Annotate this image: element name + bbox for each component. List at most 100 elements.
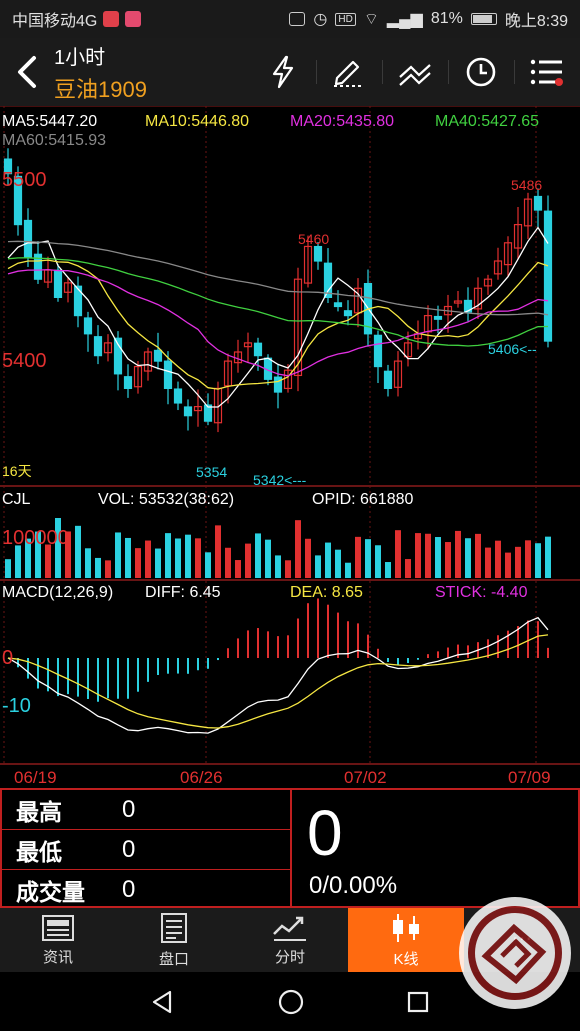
- current-price: 0: [307, 797, 343, 869]
- low-label: 最低: [16, 839, 62, 865]
- macd-title: MACD(12,26,9): [2, 584, 113, 601]
- back-arrow-icon: [18, 56, 36, 88]
- candle-body: [93, 336, 103, 357]
- tab-orderbook[interactable]: 盘口: [116, 908, 232, 972]
- volume-bar: [235, 560, 241, 578]
- candle-body: [533, 195, 543, 211]
- date-label-1: 06/19: [14, 768, 57, 787]
- candle-body: [383, 370, 393, 389]
- volume-bar: [35, 531, 41, 578]
- volume-bars: [5, 518, 551, 578]
- candle-body: [523, 198, 533, 227]
- status-bar: 中国移动4G ◷ HD ⌔ ▂▄▆ 81% 晚上8:39: [0, 0, 580, 38]
- volume-bar: [85, 548, 91, 578]
- high-label: 5486: [511, 177, 542, 193]
- candle-body: [493, 260, 503, 275]
- lightning-button[interactable]: [250, 38, 316, 106]
- volume-bar: [455, 530, 461, 578]
- trendline-button[interactable]: [382, 38, 448, 106]
- candle-body: [83, 317, 93, 335]
- volume-bar: [425, 533, 431, 578]
- battery-icon: [470, 13, 497, 25]
- candle-body: [193, 406, 203, 412]
- tab-kline[interactable]: K线: [348, 908, 464, 972]
- candle-body: [433, 315, 443, 320]
- candle-body: [123, 376, 133, 390]
- toolbar: [250, 38, 580, 106]
- local-high-label: 5460: [298, 231, 329, 247]
- map-app-icon: [103, 11, 120, 27]
- quote-panel: 最高 0 最低 0 成交量 0 0 0/0.00%: [0, 788, 580, 908]
- high-row: 最高 0: [2, 790, 290, 830]
- candle-body: [133, 365, 143, 388]
- lightning-icon: [272, 55, 294, 89]
- volume-bar: [255, 533, 261, 578]
- open-interest-value: OPID: 661880: [312, 491, 414, 508]
- candle-body: [333, 302, 343, 308]
- timeshare-icon: [273, 916, 306, 941]
- draw-pen-icon: [334, 60, 364, 87]
- volume-bar: [145, 540, 151, 578]
- candle-body: [483, 278, 493, 287]
- price-axis-5500: 5500: [2, 169, 47, 191]
- volume-bar: [485, 547, 491, 578]
- volume-axis-label: 100000: [2, 527, 69, 549]
- macd-lines: [7, 616, 549, 734]
- turnover-value: 0: [122, 876, 136, 903]
- candle-body: [183, 406, 193, 417]
- moving-average-lines: [7, 226, 549, 408]
- candle-body: [503, 242, 513, 266]
- volume-bar: [405, 559, 411, 578]
- volume-bar: [475, 533, 481, 578]
- candle-body: [543, 210, 553, 342]
- volume-bar: [215, 525, 221, 578]
- volume-bar: [105, 560, 111, 578]
- ma40-line: [7, 257, 549, 347]
- low-row: 最低 0: [2, 830, 290, 870]
- alarm-icon: ◷: [313, 11, 328, 28]
- volume-bar: [195, 538, 201, 578]
- menu-button[interactable]: [514, 38, 580, 106]
- tab-news-label: 资讯: [42, 948, 73, 966]
- volume-bar: [315, 555, 321, 578]
- volume-value: VOL: 53532(38:62): [98, 491, 234, 508]
- last-price-label: 5406<--: [488, 341, 537, 357]
- high-value: 0: [122, 796, 136, 823]
- volume-bar: [535, 543, 541, 578]
- volume-bar: [55, 518, 61, 578]
- carrier-label: 中国移动4G: [12, 13, 98, 30]
- volume-bar: [335, 549, 341, 578]
- candle-body: [293, 278, 303, 377]
- tab-news[interactable]: 资讯: [0, 908, 116, 972]
- volume-bar: [185, 534, 191, 578]
- nav-home-icon[interactable]: [277, 988, 305, 1016]
- draw-button[interactable]: [316, 38, 382, 106]
- candle-body: [13, 175, 23, 226]
- ma10-label: MA10:5446.80: [145, 113, 249, 130]
- hd-icon: HD: [335, 12, 356, 26]
- macd-diff-value: DIFF: 6.45: [145, 584, 221, 601]
- back-button[interactable]: [0, 38, 54, 106]
- volume-bar: [135, 548, 141, 578]
- clock-time: 晚上8:39: [504, 13, 568, 30]
- period-label: 1小时: [54, 46, 106, 69]
- history-button[interactable]: [448, 38, 514, 106]
- nav-back-icon[interactable]: [150, 989, 176, 1015]
- macd-diff-line: [7, 616, 549, 734]
- tab-timeshare[interactable]: 分时: [232, 908, 348, 972]
- kline-chart[interactable]: MA5:5447.20 MA10:5446.80 MA20:5435.80 MA…: [0, 106, 580, 788]
- candle-body: [343, 310, 353, 317]
- candle-body: [373, 334, 383, 368]
- volume-bar: [65, 531, 71, 578]
- tab-kline-label: K线: [393, 950, 419, 968]
- orderbook-icon: [161, 912, 187, 943]
- volume-bar: [305, 538, 311, 578]
- volume-title: CJL: [2, 491, 31, 508]
- volume-bar: [505, 552, 511, 578]
- volume-bar: [525, 540, 531, 578]
- nav-recents-icon[interactable]: [406, 990, 430, 1014]
- volume-bar: [5, 559, 11, 578]
- days-label: 16天: [2, 463, 32, 479]
- candle-body: [73, 285, 83, 317]
- volume-bar: [545, 536, 551, 578]
